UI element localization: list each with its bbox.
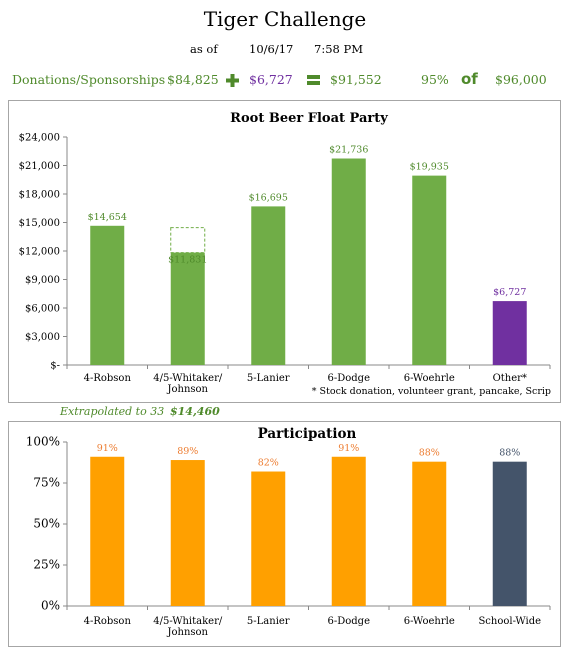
y-tick-label: 25% — [33, 558, 60, 572]
extrapolated-value: $14,460 — [170, 405, 220, 418]
chart-title: Participation — [258, 426, 357, 442]
y-tick-label: 0% — [41, 599, 60, 613]
as-of-time: 7:58 PM — [314, 42, 363, 56]
chart-panel-participation: Participation 0% 25% 50% 75% 100% 91% 89% 82% 9… — [8, 421, 561, 647]
category-label: 5-Lanier — [247, 616, 290, 627]
category-label: School-Wide — [478, 616, 541, 627]
bar — [90, 225, 125, 365]
extrapolated-label: Extrapolated to 33 — [60, 405, 165, 418]
data-labels: 91% 89% 82% 91% 88% 88% — [97, 443, 521, 469]
page-title: Tiger Challenge — [203, 7, 367, 31]
plus-icon — [226, 74, 239, 87]
y-axis: 0% 25% 50% 75% 100% — [26, 435, 551, 613]
category-labels: 4-Robson 4/5-Whitaker/Johnson 5-Lanier 6-Do… — [84, 373, 527, 395]
as-of-date: 10/6/17 — [249, 42, 294, 56]
category-label: 6-Dodge — [328, 616, 371, 627]
total-value: $91,552 — [330, 72, 382, 87]
category-label: 4-Robson — [84, 373, 132, 384]
y-axis: $- $3,000 $6,000 $9,000 $12,000 $15,000 $18,00… — [19, 133, 551, 372]
y-tick-label: $24,000 — [19, 133, 60, 144]
as-of-label: as of — [190, 42, 218, 56]
bars — [90, 158, 527, 365]
category-label: 5-Lanier — [247, 373, 290, 384]
data-label: 89% — [177, 446, 198, 457]
category-label: 6-Woehrle — [404, 616, 455, 627]
bar — [331, 158, 366, 365]
data-labels: $14,654 $11,831 $16,695 $21,736 $19,935 $6,72… — [88, 145, 527, 299]
category-labels: 4-Robson 4/5-Whitaker/Johnson 5-Lanier 6-Do… — [84, 616, 542, 638]
category-label: 4-Robson — [84, 616, 132, 627]
donations-value: $84,825 — [167, 72, 219, 87]
percent-value: 95% — [421, 72, 449, 87]
category-label: 6-Woehrle — [404, 373, 455, 384]
category-label: 4/5-Whitaker/Johnson — [153, 373, 223, 395]
data-label: 88% — [419, 448, 440, 459]
bar — [412, 175, 447, 365]
extrapolated-outline — [170, 227, 206, 254]
bar — [170, 252, 205, 365]
chart-title: Root Beer Float Party — [230, 111, 388, 126]
data-label: $21,736 — [329, 145, 368, 156]
data-label: $19,935 — [410, 162, 449, 173]
y-tick-label: $21,000 — [19, 161, 60, 172]
data-label: 88% — [499, 448, 520, 459]
data-label: $16,695 — [249, 192, 288, 203]
bar — [90, 456, 125, 606]
goal-value: $96,000 — [495, 72, 547, 87]
y-tick-label: 50% — [33, 517, 60, 531]
bar — [492, 461, 527, 606]
root-beer-chart: Root Beer Float Party $- $3,000 $6,000 $9,0… — [19, 111, 551, 397]
data-label: $14,654 — [88, 212, 127, 223]
bar — [251, 206, 286, 365]
chart-panel-root-beer: Root Beer Float Party $- $3,000 $6,000 $9,0… — [8, 100, 561, 403]
equals-icon — [307, 75, 320, 85]
bar — [412, 461, 447, 606]
data-label: $11,831 — [168, 255, 207, 266]
bar — [492, 301, 527, 365]
bar — [170, 460, 205, 606]
of-word: of — [461, 70, 478, 88]
y-tick-label: $15,000 — [19, 218, 60, 229]
bars — [90, 456, 527, 606]
y-tick-label: 100% — [26, 435, 60, 449]
summary-line: Donations/Sponsorships $84,825 $6,727 $9… — [0, 70, 570, 92]
category-label: 6-Dodge — [328, 373, 371, 384]
participation-chart: Participation 0%25%50%75%100% 91% 89%82%9… — [26, 426, 551, 638]
bar — [331, 456, 366, 606]
data-label: 91% — [97, 443, 118, 454]
footnote: * Stock donation, volunteer grant, panca… — [312, 386, 551, 397]
summary-label: Donations/Sponsorships — [12, 72, 166, 87]
y-tick-label: $9,000 — [25, 275, 60, 286]
y-tick-label: $3,000 — [25, 332, 60, 343]
y-tick-label: $12,000 — [19, 247, 60, 258]
category-label: 4/5-Whitaker/Johnson — [153, 616, 223, 638]
data-label: 91% — [338, 443, 359, 454]
data-label: $6,727 — [493, 287, 526, 298]
y-tick-label: $6,000 — [25, 304, 60, 315]
category-label: Other* — [493, 373, 527, 384]
y-tick-label: $- — [50, 361, 60, 372]
y-tick-label: $18,000 — [19, 190, 60, 201]
bar — [251, 471, 286, 606]
other-value: $6,727 — [249, 72, 293, 87]
data-label: 82% — [258, 458, 279, 469]
y-tick-label: 75% — [33, 476, 60, 490]
